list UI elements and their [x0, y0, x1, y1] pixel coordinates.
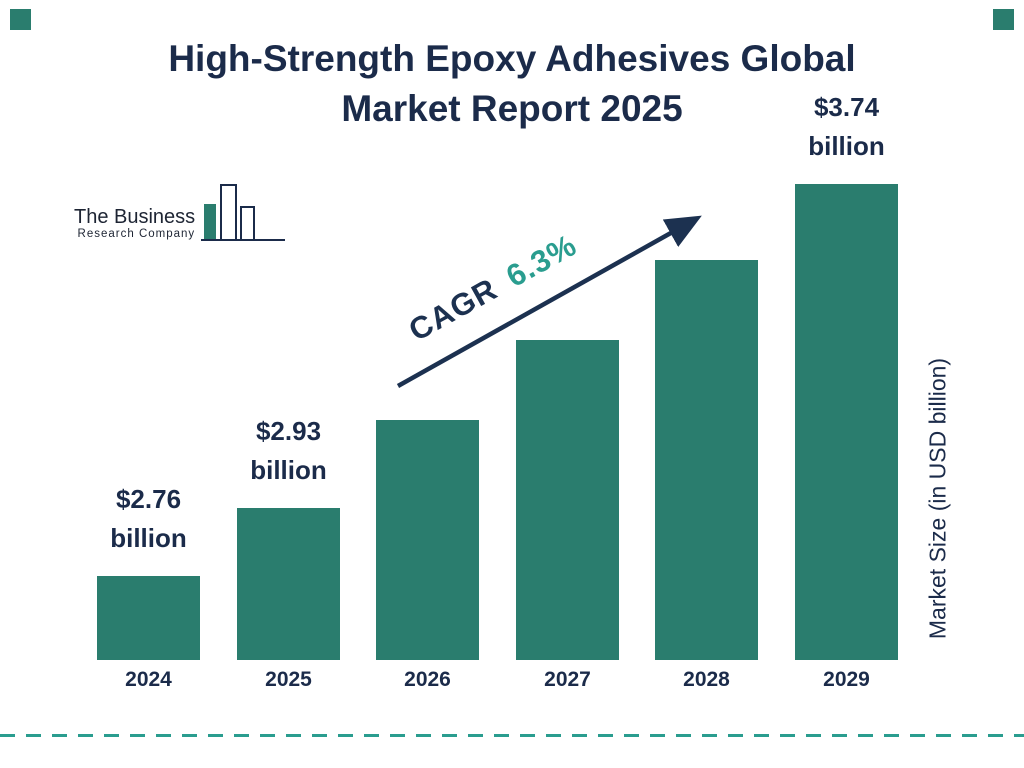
corner-square-top-left [10, 9, 31, 30]
bar-chart-logo-icon [201, 182, 287, 249]
x-tick-label-2024: 2024 [125, 668, 172, 691]
x-tick-label-2028: 2028 [683, 668, 730, 691]
chart-bar-2025 [237, 508, 340, 660]
chart-bar-2024 [97, 576, 200, 660]
cagr-annotation-label: CAGR [402, 271, 504, 348]
page-title-line1: High-Strength Epoxy Adhesives Global [168, 38, 856, 79]
x-tick-label-2029: 2029 [823, 668, 870, 691]
value-label-2025: $2.93 billion [250, 416, 327, 485]
x-tick-label-2025: 2025 [265, 668, 312, 691]
bottom-dashed-divider [0, 734, 1024, 737]
x-tick-label-2026: 2026 [404, 668, 451, 691]
chart-bar-2027 [516, 340, 619, 660]
company-logo-subname: Research Company [77, 228, 196, 240]
value-label-2029: $3.74 billion [808, 92, 885, 161]
company-logo: The Business Research Company [74, 182, 287, 249]
x-tick-label-2027: 2027 [544, 668, 591, 691]
chart-bar-2026 [376, 420, 479, 660]
cagr-annotation-value: 6.3% [500, 227, 583, 294]
company-logo-name: The Business [74, 206, 196, 228]
chart-bar-2029 [795, 184, 898, 660]
corner-square-top-right [993, 9, 1014, 30]
y-axis-label: Market Size (in USD billion) [924, 357, 951, 640]
chart-bar-2028 [655, 260, 758, 660]
company-logo-text: The Business Research Company [74, 206, 195, 249]
page-title: High-Strength Epoxy Adhesives Global Mar… [60, 34, 964, 134]
value-label-2024: $2.76 billion [110, 484, 187, 553]
page-title-line2: Market Report 2025 [341, 88, 683, 129]
